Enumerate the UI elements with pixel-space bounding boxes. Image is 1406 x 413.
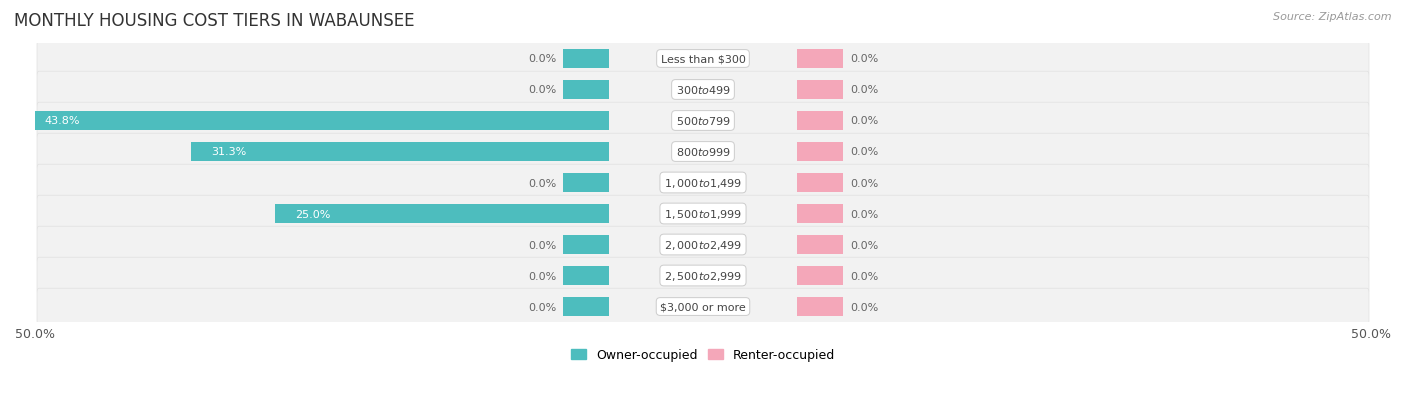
Bar bbox=[797, 112, 844, 131]
FancyBboxPatch shape bbox=[37, 103, 1369, 140]
Bar bbox=[276, 204, 609, 223]
FancyBboxPatch shape bbox=[37, 258, 1369, 294]
Text: 0.0%: 0.0% bbox=[527, 302, 555, 312]
FancyBboxPatch shape bbox=[37, 196, 1369, 232]
Bar bbox=[797, 81, 844, 100]
Text: 25.0%: 25.0% bbox=[295, 209, 330, 219]
Text: 0.0%: 0.0% bbox=[851, 209, 879, 219]
Text: MONTHLY HOUSING COST TIERS IN WABAUNSEE: MONTHLY HOUSING COST TIERS IN WABAUNSEE bbox=[14, 12, 415, 30]
Bar bbox=[562, 173, 609, 192]
Text: 0.0%: 0.0% bbox=[527, 271, 555, 281]
FancyBboxPatch shape bbox=[37, 72, 1369, 109]
Text: 0.0%: 0.0% bbox=[851, 302, 879, 312]
Text: 0.0%: 0.0% bbox=[527, 55, 555, 64]
Text: $800 to $999: $800 to $999 bbox=[675, 146, 731, 158]
Text: $1,500 to $1,999: $1,500 to $1,999 bbox=[664, 207, 742, 221]
Bar bbox=[797, 204, 844, 223]
Text: 0.0%: 0.0% bbox=[851, 55, 879, 64]
Legend: Owner-occupied, Renter-occupied: Owner-occupied, Renter-occupied bbox=[567, 343, 839, 366]
Text: $1,000 to $1,499: $1,000 to $1,499 bbox=[664, 177, 742, 190]
FancyBboxPatch shape bbox=[37, 227, 1369, 263]
Text: 0.0%: 0.0% bbox=[851, 240, 879, 250]
Bar bbox=[797, 297, 844, 316]
Text: 0.0%: 0.0% bbox=[851, 147, 879, 157]
Bar bbox=[562, 50, 609, 69]
Bar bbox=[562, 266, 609, 285]
Text: 0.0%: 0.0% bbox=[851, 178, 879, 188]
Text: 43.8%: 43.8% bbox=[45, 116, 80, 126]
Bar bbox=[797, 173, 844, 192]
Bar bbox=[797, 142, 844, 162]
Text: $300 to $499: $300 to $499 bbox=[675, 84, 731, 96]
Text: 0.0%: 0.0% bbox=[527, 240, 555, 250]
Text: 31.3%: 31.3% bbox=[211, 147, 246, 157]
Text: $2,000 to $2,499: $2,000 to $2,499 bbox=[664, 238, 742, 252]
Bar bbox=[562, 235, 609, 254]
Bar bbox=[562, 297, 609, 316]
Text: $3,000 or more: $3,000 or more bbox=[661, 302, 745, 312]
Text: 0.0%: 0.0% bbox=[851, 85, 879, 95]
Bar bbox=[797, 266, 844, 285]
Text: $2,500 to $2,999: $2,500 to $2,999 bbox=[664, 269, 742, 282]
Text: 0.0%: 0.0% bbox=[527, 85, 555, 95]
FancyBboxPatch shape bbox=[37, 134, 1369, 171]
FancyBboxPatch shape bbox=[37, 165, 1369, 201]
Bar bbox=[797, 235, 844, 254]
FancyBboxPatch shape bbox=[37, 289, 1369, 325]
Text: Less than $300: Less than $300 bbox=[661, 55, 745, 64]
Text: 0.0%: 0.0% bbox=[527, 178, 555, 188]
Text: $500 to $799: $500 to $799 bbox=[675, 115, 731, 127]
Bar bbox=[191, 142, 609, 162]
Bar bbox=[562, 81, 609, 100]
Text: Source: ZipAtlas.com: Source: ZipAtlas.com bbox=[1274, 12, 1392, 22]
FancyBboxPatch shape bbox=[37, 41, 1369, 78]
Bar bbox=[797, 50, 844, 69]
Text: 0.0%: 0.0% bbox=[851, 271, 879, 281]
Bar bbox=[24, 112, 609, 131]
Text: 0.0%: 0.0% bbox=[851, 116, 879, 126]
